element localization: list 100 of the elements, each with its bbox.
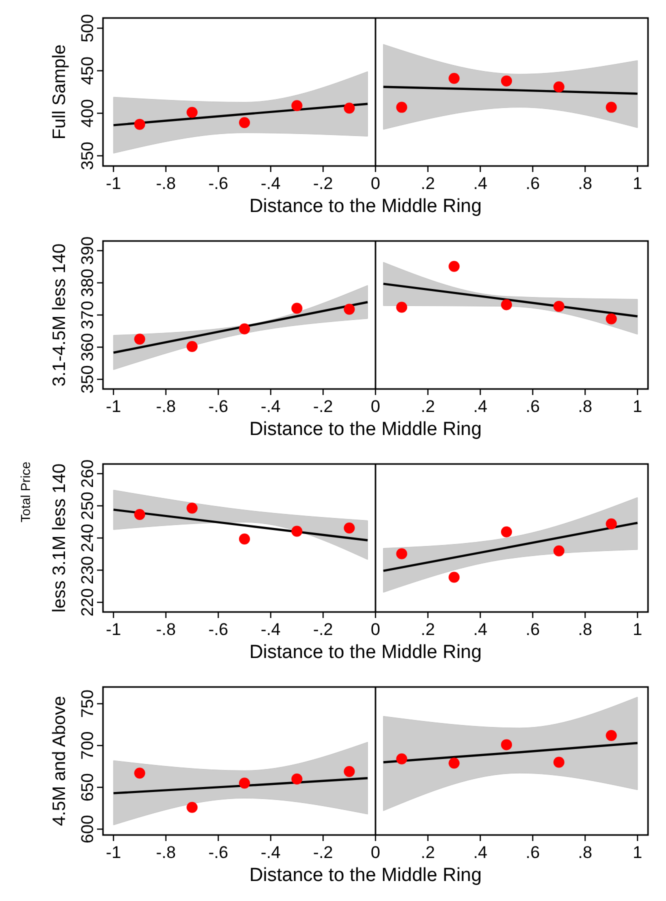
point — [396, 753, 408, 764]
x-tick-label: -.8 — [156, 843, 176, 862]
point — [606, 102, 617, 113]
point — [448, 260, 460, 272]
x-tick-label: 0 — [370, 620, 380, 639]
point — [291, 526, 302, 537]
x-tick-label: .8 — [578, 620, 592, 639]
y-tick-label: 650 — [78, 773, 97, 802]
x-tick-label: 1 — [632, 843, 642, 862]
x-tick-label: -.4 — [260, 843, 281, 862]
y-tick-label: 700 — [78, 731, 97, 760]
x-tick-label: .6 — [526, 397, 540, 416]
y-tick-label: 400 — [78, 99, 97, 128]
point — [134, 768, 146, 779]
point — [606, 730, 617, 741]
point — [291, 773, 302, 784]
point — [553, 81, 564, 92]
point — [344, 522, 355, 534]
x-tick-label: 0 — [370, 843, 380, 862]
x-axis-title: Distance to the Middle Ring — [249, 196, 482, 217]
y-tick-label: 450 — [78, 56, 97, 85]
y-tick-label: 600 — [78, 814, 97, 844]
x-tick-label: -.2 — [313, 620, 334, 639]
y-tick-label: 250 — [78, 492, 97, 520]
point — [186, 502, 198, 514]
x-axis-title: Distance to the Middle Ring — [249, 642, 482, 663]
x-tick-label: -.2 — [313, 174, 334, 193]
point — [186, 341, 198, 352]
point — [553, 300, 564, 312]
point — [553, 756, 564, 768]
x-tick-label: -.6 — [208, 397, 228, 416]
x-tick-label: .8 — [578, 843, 592, 862]
x-tick-label: -.6 — [208, 174, 228, 193]
x-tick-label: .2 — [420, 843, 435, 862]
point — [448, 572, 460, 583]
point — [238, 117, 250, 128]
x-tick-label: -.8 — [156, 174, 176, 193]
x-tick-label: -.4 — [260, 620, 281, 639]
point — [606, 518, 617, 530]
x-tick-label: .2 — [420, 397, 435, 416]
y-tick-label: 260 — [78, 459, 97, 488]
y-tick-label: 370 — [78, 300, 97, 330]
point — [396, 302, 408, 313]
y-axis-title: less 3.1M less 140 — [49, 463, 69, 613]
x-tick-label: .4 — [473, 620, 488, 639]
point — [396, 548, 408, 560]
y-tick-label: 350 — [78, 365, 97, 394]
y-axis-title: 3.1-4.5M less 140 — [49, 243, 69, 387]
x-tick-label: 0 — [370, 397, 380, 416]
x-tick-label: 1 — [632, 174, 642, 193]
point — [134, 334, 146, 345]
y-tick-label: 350 — [78, 142, 97, 170]
x-tick-label: -.8 — [156, 397, 176, 416]
point — [448, 758, 460, 769]
x-tick-label: .8 — [578, 174, 592, 193]
point — [186, 802, 198, 813]
x-tick-label: .6 — [526, 843, 540, 862]
y-tick-label: 390 — [78, 236, 97, 265]
y-tick-label: 500 — [78, 14, 97, 42]
point — [553, 545, 564, 556]
x-tick-label: 1 — [632, 620, 642, 639]
x-tick-label: .4 — [473, 843, 488, 862]
x-axis-title: Distance to the Middle Ring — [249, 865, 482, 886]
point — [291, 100, 302, 112]
x-tick-label: -1 — [106, 397, 122, 416]
x-tick-label: .4 — [473, 174, 488, 193]
x-tick-label: -.6 — [208, 620, 228, 639]
point — [606, 313, 617, 324]
text: Total Price — [18, 462, 33, 522]
y-tick-label: 750 — [78, 690, 97, 718]
point — [134, 509, 146, 520]
x-tick-label: -1 — [106, 843, 122, 862]
x-axis-title: Distance to the Middle Ring — [249, 419, 482, 440]
point — [291, 302, 302, 314]
x-tick-label: -.2 — [313, 397, 334, 416]
x-tick-label: .2 — [420, 174, 435, 193]
point — [238, 533, 250, 544]
point — [344, 102, 355, 114]
x-tick-label: -.8 — [156, 620, 176, 639]
y-tick-label: 380 — [78, 268, 97, 298]
y-tick-label: 360 — [78, 332, 97, 362]
y-axis-title: Full Sample — [49, 44, 69, 140]
x-tick-label: -.4 — [260, 397, 281, 416]
point — [238, 778, 250, 789]
y-axis-title: 4.5M and Above — [49, 696, 69, 826]
y-tick-label: 230 — [78, 556, 97, 584]
x-tick-label: -.2 — [313, 843, 334, 862]
point — [238, 323, 250, 334]
x-tick-label: .6 — [526, 174, 540, 193]
point — [501, 75, 512, 86]
x-tick-label: -.6 — [208, 843, 228, 862]
point — [344, 304, 355, 315]
y-tick-label: 220 — [78, 588, 97, 617]
x-tick-label: .4 — [473, 397, 488, 416]
x-tick-label: .8 — [578, 397, 592, 416]
x-tick-label: 0 — [370, 174, 380, 193]
x-tick-label: -.4 — [260, 174, 281, 193]
point — [501, 739, 512, 750]
point — [134, 118, 146, 130]
point — [186, 106, 198, 118]
